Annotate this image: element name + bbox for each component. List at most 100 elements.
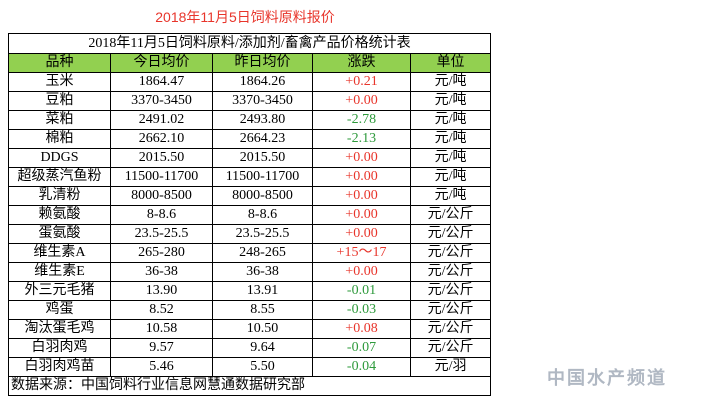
change-cell: -2.78: [313, 111, 411, 130]
price-cell: 36-38: [111, 263, 213, 282]
change-cell: +0.08: [313, 320, 411, 339]
data-row: 维生素A265-280248-265+15～17元/公斤: [9, 244, 491, 263]
unit-cell: 元/吨: [411, 130, 491, 149]
page-title: 2018年11月5日饲料原料报价: [0, 7, 490, 27]
column-header: 昨日均价: [213, 54, 313, 73]
item-name: 玉米: [9, 73, 111, 92]
item-name: 乳清粉: [9, 187, 111, 206]
source-note: 数据来源：中国饲料行业信息网慧通数据研究部: [9, 377, 491, 396]
header-row: 品种今日均价昨日均价涨跌单位: [9, 54, 491, 73]
price-cell: 23.5-25.5: [213, 225, 313, 244]
data-row: 鸡蛋8.528.55-0.03元/公斤: [9, 301, 491, 320]
item-name: 外三元毛猪: [9, 282, 111, 301]
price-cell: 8000-8500: [111, 187, 213, 206]
price-cell: 2015.50: [111, 149, 213, 168]
price-cell: 3370-3450: [111, 92, 213, 111]
price-cell: 1864.47: [111, 73, 213, 92]
unit-cell: 元/公斤: [411, 301, 491, 320]
unit-cell: 元/公斤: [411, 244, 491, 263]
caption-row: 2018年11月5日饲料原料/添加剂/畜禽产品价格统计表: [9, 34, 491, 54]
price-cell: 8.55: [213, 301, 313, 320]
unit-cell: 元/公斤: [411, 206, 491, 225]
change-cell: +0.00: [313, 168, 411, 187]
price-cell: 2662.10: [111, 130, 213, 149]
price-cell: 265-280: [111, 244, 213, 263]
price-cell: 10.50: [213, 320, 313, 339]
item-name: 维生素A: [9, 244, 111, 263]
price-cell: 8-8.6: [213, 206, 313, 225]
change-cell: -0.07: [313, 339, 411, 358]
item-name: 蛋氨酸: [9, 225, 111, 244]
price-cell: 10.58: [111, 320, 213, 339]
unit-cell: 元/吨: [411, 149, 491, 168]
price-cell: 8000-8500: [213, 187, 313, 206]
change-cell: -0.03: [313, 301, 411, 320]
change-cell: +0.00: [313, 92, 411, 111]
item-name: 白羽肉鸡苗: [9, 358, 111, 377]
unit-cell: 元/吨: [411, 168, 491, 187]
price-cell: 2015.50: [213, 149, 313, 168]
data-row: 白羽肉鸡苗5.465.50-0.04元/羽: [9, 358, 491, 377]
item-name: 维生素E: [9, 263, 111, 282]
unit-cell: 元/公斤: [411, 320, 491, 339]
data-row: 豆粕3370-34503370-3450+0.00元/吨: [9, 92, 491, 111]
price-cell: 9.64: [213, 339, 313, 358]
data-row: 淘汰蛋毛鸡10.5810.50+0.08元/公斤: [9, 320, 491, 339]
data-row: 外三元毛猪13.9013.91-0.01元/公斤: [9, 282, 491, 301]
change-cell: +0.00: [313, 149, 411, 168]
data-row: 玉米1864.471864.26+0.21元/吨: [9, 73, 491, 92]
price-cell: 3370-3450: [213, 92, 313, 111]
price-cell: 2493.80: [213, 111, 313, 130]
change-cell: -0.04: [313, 358, 411, 377]
price-cell: 13.90: [111, 282, 213, 301]
price-table: 2018年11月5日饲料原料/添加剂/畜禽产品价格统计表 品种今日均价昨日均价涨…: [8, 33, 491, 396]
change-cell: +0.21: [313, 73, 411, 92]
data-row: 维生素E36-3836-38+0.00元/公斤: [9, 263, 491, 282]
source-row: 数据来源：中国饲料行业信息网慧通数据研究部: [9, 377, 491, 396]
data-row: 白羽肉鸡9.579.64-0.07元/公斤: [9, 339, 491, 358]
change-cell: -0.01: [313, 282, 411, 301]
item-name: DDGS: [9, 149, 111, 168]
unit-cell: 元/吨: [411, 92, 491, 111]
data-row: 赖氨酸8-8.68-8.6+0.00元/公斤: [9, 206, 491, 225]
item-name: 棉粕: [9, 130, 111, 149]
item-name: 超级蒸汽鱼粉: [9, 168, 111, 187]
price-cell: 5.46: [111, 358, 213, 377]
change-cell: -2.13: [313, 130, 411, 149]
column-header: 品种: [9, 54, 111, 73]
unit-cell: 元/吨: [411, 73, 491, 92]
unit-cell: 元/公斤: [411, 225, 491, 244]
column-header: 今日均价: [111, 54, 213, 73]
item-name: 豆粕: [9, 92, 111, 111]
unit-cell: 元/吨: [411, 111, 491, 130]
data-row: 棉粕2662.102664.23-2.13元/吨: [9, 130, 491, 149]
unit-cell: 元/公斤: [411, 282, 491, 301]
price-cell: 9.57: [111, 339, 213, 358]
change-cell: +0.00: [313, 263, 411, 282]
data-row: 超级蒸汽鱼粉11500-1170011500-11700+0.00元/吨: [9, 168, 491, 187]
data-row: 乳清粉8000-85008000-8500+0.00元/吨: [9, 187, 491, 206]
price-cell: 13.91: [213, 282, 313, 301]
change-cell: +0.00: [313, 225, 411, 244]
data-row: 菜粕2491.022493.80-2.78元/吨: [9, 111, 491, 130]
change-cell: +15～17: [313, 244, 411, 263]
price-cell: 5.50: [213, 358, 313, 377]
price-cell: 36-38: [213, 263, 313, 282]
unit-cell: 元/羽: [411, 358, 491, 377]
unit-cell: 元/吨: [411, 187, 491, 206]
data-row: DDGS2015.502015.50+0.00元/吨: [9, 149, 491, 168]
price-cell: 248-265: [213, 244, 313, 263]
price-cell: 2491.02: [111, 111, 213, 130]
column-header: 单位: [411, 54, 491, 73]
item-name: 菜粕: [9, 111, 111, 130]
price-cell: 1864.26: [213, 73, 313, 92]
column-header: 涨跌: [313, 54, 411, 73]
change-cell: +0.00: [313, 206, 411, 225]
table-body: 2018年11月5日饲料原料/添加剂/畜禽产品价格统计表 品种今日均价昨日均价涨…: [9, 34, 491, 396]
price-cell: 11500-11700: [111, 168, 213, 187]
table-caption: 2018年11月5日饲料原料/添加剂/畜禽产品价格统计表: [9, 34, 491, 54]
unit-cell: 元/公斤: [411, 263, 491, 282]
item-name: 淘汰蛋毛鸡: [9, 320, 111, 339]
item-name: 鸡蛋: [9, 301, 111, 320]
